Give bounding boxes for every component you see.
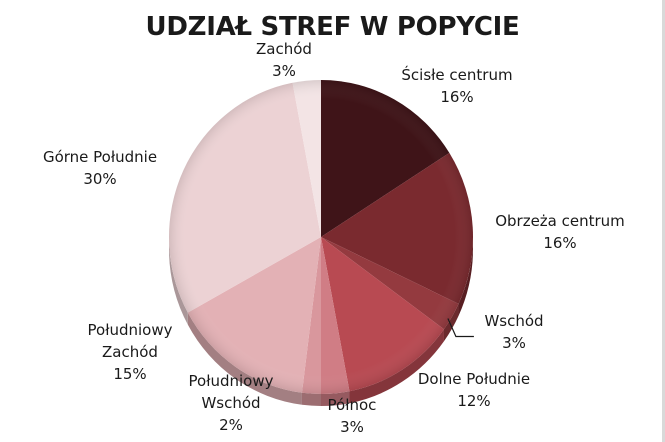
slice-label-scisle-centrum: Ścisłe centrum 16% [401,65,512,106]
slice-side-wschod [443,303,459,342]
pie-shading [169,80,473,394]
edge-strip [662,0,665,442]
slice-label-polnoc: Północ 3% [328,396,377,436]
slice-label-obrzeza-centrum: Obrzeża centrum 16% [495,212,625,252]
chart-title: UDZIAŁ STREF W POPYCIE [145,12,520,42]
slice-side-polnoc [321,391,350,406]
slice-label-dolne-poludnie: Dolne Południe 12% [418,370,530,410]
slice-label-poludniowy-zachod: Południowy Zachód 15% [88,321,173,383]
slice-side-obrzeza-centrum [458,237,473,316]
slice-label-gorne-poludnie: Górne Południe 30% [43,148,157,188]
leader-line-wschod [447,318,474,338]
slice-label-poludniowy-wschod: Południowy Wschód 2% [189,372,274,434]
slice-label-wschod: Wschód 3% [484,312,543,352]
slices-group [169,80,473,406]
slice-labels: Ścisłe centrum 16% Obrzeża centrum 16% Wschó… [43,40,625,436]
slice-side-dolne-poludnie [349,329,444,404]
slice-side-gorne-poludnie [169,237,188,325]
leader-lines [447,318,474,338]
slice-side-poludniowy-zachod [187,312,302,405]
slice-side-poludniowy-wschod [301,392,321,406]
slice-label-zachod: Zachód 3% [256,40,312,80]
